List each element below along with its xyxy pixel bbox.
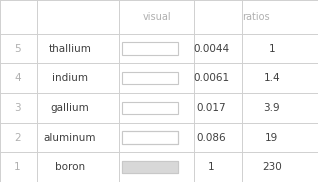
Text: 1: 1 <box>14 162 21 172</box>
Bar <box>122 161 178 173</box>
Bar <box>122 161 178 173</box>
Text: 0.017: 0.017 <box>197 103 226 113</box>
Text: 0.086: 0.086 <box>197 132 226 143</box>
Bar <box>122 72 178 84</box>
Text: 0.0061: 0.0061 <box>193 73 230 83</box>
Text: thallium: thallium <box>49 43 91 54</box>
Text: 3: 3 <box>14 103 21 113</box>
Text: boron: boron <box>55 162 85 172</box>
Text: aluminum: aluminum <box>44 132 96 143</box>
Text: 1.4: 1.4 <box>264 73 280 83</box>
Text: 5: 5 <box>14 43 21 54</box>
Text: 3.9: 3.9 <box>264 103 280 113</box>
Text: indium: indium <box>52 73 88 83</box>
Text: 0.0044: 0.0044 <box>193 43 230 54</box>
Text: 230: 230 <box>262 162 282 172</box>
Text: 19: 19 <box>265 132 279 143</box>
Text: ratios: ratios <box>242 12 270 22</box>
Text: 4: 4 <box>14 73 21 83</box>
Text: 2: 2 <box>14 132 21 143</box>
Bar <box>122 102 178 114</box>
Bar <box>122 131 126 144</box>
Bar <box>122 131 178 144</box>
Text: 1: 1 <box>269 43 275 54</box>
Bar <box>122 161 178 173</box>
Bar <box>122 42 178 55</box>
Text: visual: visual <box>142 12 171 22</box>
Bar <box>122 131 178 144</box>
Text: 1: 1 <box>208 162 215 172</box>
Text: gallium: gallium <box>51 103 89 113</box>
